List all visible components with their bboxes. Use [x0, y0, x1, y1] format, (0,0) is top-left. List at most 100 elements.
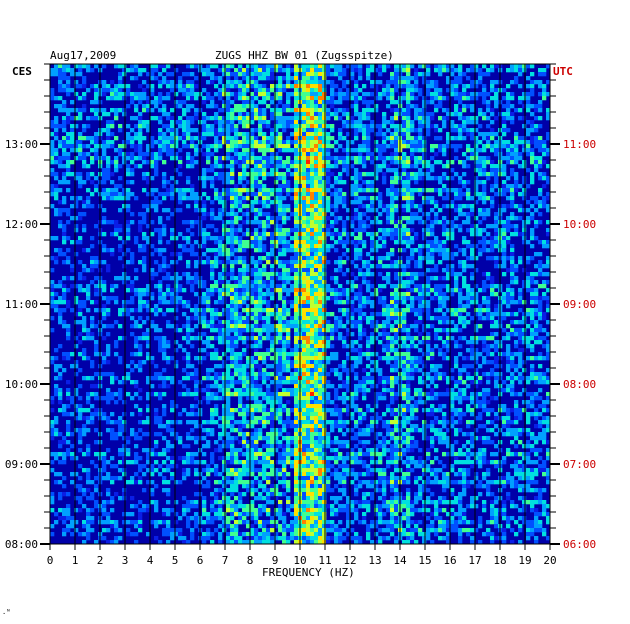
spectrogram-cell: [314, 292, 319, 297]
spectrogram-cell: [318, 72, 323, 77]
spectrogram-cell: [130, 116, 135, 121]
spectrogram-cell: [530, 308, 535, 313]
spectrogram-cell: [50, 168, 55, 173]
spectrogram-cell: [78, 72, 83, 77]
spectrogram-cell: [366, 196, 371, 201]
spectrogram-cell: [318, 256, 323, 261]
spectrogram-cell: [342, 220, 347, 225]
spectrogram-cell: [130, 280, 135, 285]
spectrogram-cell: [318, 308, 323, 313]
spectrogram-cell: [462, 164, 467, 169]
spectrogram-cell: [418, 220, 423, 225]
spectrogram-cell: [302, 228, 307, 233]
spectrogram-cell: [302, 132, 307, 137]
spectrogram-cell: [250, 328, 255, 333]
spectrogram-cell: [290, 116, 295, 121]
spectrogram-cell: [202, 308, 207, 313]
spectrogram-cell: [358, 96, 363, 101]
spectrogram-cell: [542, 292, 547, 297]
spectrogram-cell: [502, 236, 507, 241]
spectrogram-cell: [310, 180, 315, 185]
spectrogram-cell: [222, 136, 227, 141]
spectrogram-cell: [490, 256, 495, 261]
spectrogram-cell: [254, 284, 259, 289]
spectrogram-cell: [382, 304, 387, 309]
spectrogram-cell: [406, 72, 411, 77]
spectrogram-cell: [202, 152, 207, 157]
spectrogram-cell: [214, 284, 219, 289]
spectrogram-cell: [342, 92, 347, 97]
spectrogram-cell: [422, 112, 427, 117]
spectrogram-cell: [302, 320, 307, 325]
spectrogram-cell: [482, 272, 487, 277]
spectrogram-cell: [374, 288, 379, 293]
spectrogram-cell: [418, 316, 423, 321]
spectrogram-cell: [414, 276, 419, 281]
spectrogram-cell: [58, 68, 63, 73]
spectrogram-cell: [338, 116, 343, 121]
spectrogram-cell: [62, 240, 67, 245]
spectrogram-cell: [58, 144, 63, 149]
spectrogram-cell: [114, 196, 119, 201]
spectrogram-cell: [294, 268, 299, 273]
spectrogram-cell: [146, 224, 151, 229]
spectrogram-cell: [518, 68, 523, 73]
spectrogram-cell: [170, 144, 175, 149]
spectrogram-cell: [518, 296, 523, 301]
spectrogram-cell: [390, 156, 395, 161]
spectrogram-cell: [502, 224, 507, 229]
spectrogram-cell: [462, 260, 467, 265]
spectrogram-cell: [282, 120, 287, 125]
spectrogram-cell: [458, 64, 463, 69]
spectrogram-cell: [342, 292, 347, 297]
spectrogram-cell: [410, 204, 415, 209]
spectrogram-cell: [142, 244, 147, 249]
spectrogram-cell: [306, 88, 311, 93]
spectrogram-cell: [486, 160, 491, 165]
spectrogram-cell: [486, 68, 491, 73]
spectrogram-cell: [162, 76, 167, 81]
spectrogram-cell: [510, 144, 515, 149]
spectrogram-cell: [394, 320, 399, 325]
spectrogram-cell: [410, 216, 415, 221]
spectrogram-cell: [314, 232, 319, 237]
spectrogram-cell: [138, 220, 143, 225]
spectrogram-cell: [138, 316, 143, 321]
spectrogram-cell: [346, 172, 351, 177]
spectrogram-cell: [306, 156, 311, 161]
spectrogram-cell: [222, 68, 227, 73]
spectrogram-cell: [222, 280, 227, 285]
spectrogram-cell: [190, 188, 195, 193]
spectrogram-cell: [370, 200, 375, 205]
spectrogram-cell: [414, 136, 419, 141]
spectrogram-cell: [70, 124, 75, 129]
spectrogram-cell: [282, 176, 287, 181]
spectrogram-cell: [446, 112, 451, 117]
spectrogram-cell: [282, 148, 287, 153]
spectrogram-cell: [394, 136, 399, 141]
spectrogram-cell: [302, 200, 307, 205]
spectrogram-cell: [494, 164, 499, 169]
spectrogram-cell: [126, 168, 131, 173]
spectrogram-cell: [494, 88, 499, 93]
spectrogram-cell: [262, 124, 267, 129]
spectrogram-cell: [282, 108, 287, 113]
spectrogram-cell: [114, 96, 119, 101]
spectrogram-cell: [322, 92, 327, 97]
spectrogram-cell: [470, 68, 475, 73]
spectrogram-cell: [366, 132, 371, 137]
spectrogram-cell: [450, 92, 455, 97]
spectrogram-cell: [206, 292, 211, 297]
spectrogram-cell: [50, 140, 55, 145]
spectrogram-cell: [482, 144, 487, 149]
spectrogram-cell: [82, 128, 87, 133]
spectrogram-cell: [422, 104, 427, 109]
spectrogram-cell: [246, 164, 251, 169]
spectrogram-cell: [294, 196, 299, 201]
spectrogram-cell: [362, 144, 367, 149]
spectrogram-cell: [422, 296, 427, 301]
spectrogram-cell: [106, 128, 111, 133]
spectrogram-cell: [86, 88, 91, 93]
spectrogram-cell: [314, 240, 319, 245]
spectrogram-cell: [418, 296, 423, 301]
